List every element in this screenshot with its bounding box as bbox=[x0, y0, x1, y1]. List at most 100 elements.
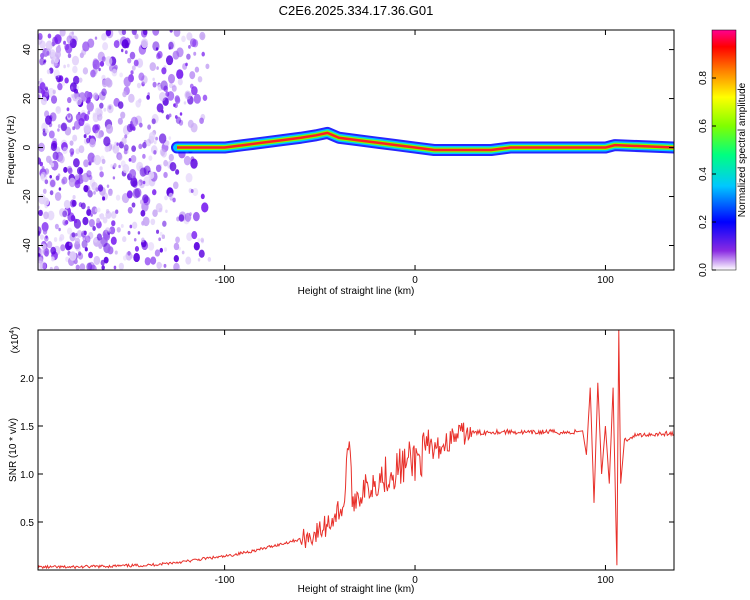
noise-blob bbox=[139, 199, 144, 205]
noise-blob bbox=[185, 172, 193, 183]
noise-blob bbox=[69, 148, 75, 155]
noise-blob bbox=[173, 181, 179, 190]
noise-blob bbox=[127, 57, 132, 64]
noise-blob bbox=[61, 176, 68, 185]
noise-blob bbox=[54, 34, 62, 45]
noise-blob bbox=[43, 247, 50, 257]
noise-blob bbox=[159, 92, 166, 102]
noise-blob bbox=[50, 59, 55, 65]
noise-blob bbox=[51, 256, 55, 262]
bottom-xtick-label: -100 bbox=[215, 575, 235, 586]
noise-blob bbox=[138, 143, 143, 150]
snr-line bbox=[38, 330, 674, 570]
noise-blob bbox=[50, 162, 55, 168]
noise-blob bbox=[67, 53, 72, 59]
noise-blob bbox=[160, 80, 168, 91]
noise-blob bbox=[183, 101, 187, 105]
noise-blob bbox=[82, 41, 90, 52]
noise-blob bbox=[141, 237, 145, 243]
noise-blob bbox=[71, 55, 80, 66]
noise-blob bbox=[83, 134, 87, 139]
noise-blob bbox=[105, 208, 110, 214]
noise-blob bbox=[92, 226, 96, 231]
noise-blob bbox=[67, 113, 71, 118]
noise-blob bbox=[83, 230, 87, 236]
noise-blob bbox=[163, 247, 168, 252]
noise-blob bbox=[114, 250, 118, 255]
noise-blob bbox=[134, 246, 140, 252]
noise-blob bbox=[88, 135, 92, 139]
noise-blob bbox=[155, 164, 162, 173]
top-ytick-label: -40 bbox=[22, 238, 33, 253]
noise-blob bbox=[150, 218, 156, 226]
noise-blob bbox=[82, 216, 89, 226]
noise-blob bbox=[191, 231, 198, 240]
noise-blob bbox=[131, 202, 136, 208]
noise-blob bbox=[189, 71, 196, 80]
noise-blob bbox=[67, 227, 73, 235]
noise-blob bbox=[74, 180, 81, 189]
snr-frame bbox=[37, 329, 675, 571]
noise-blob bbox=[136, 82, 142, 89]
noise-blob bbox=[52, 89, 56, 95]
noise-blob bbox=[108, 105, 112, 110]
noise-blob bbox=[47, 210, 55, 221]
noise-blob bbox=[121, 39, 129, 49]
noise-blob bbox=[118, 164, 121, 169]
noise-blob bbox=[39, 40, 46, 49]
noise-blob bbox=[86, 208, 92, 216]
noise-blob bbox=[88, 218, 95, 228]
noise-blob bbox=[155, 136, 158, 141]
noise-blob bbox=[105, 124, 114, 134]
noise-blob bbox=[138, 72, 145, 81]
noise-blob bbox=[157, 83, 163, 91]
noise-blob bbox=[186, 53, 191, 60]
noise-blob bbox=[148, 131, 156, 141]
noise-blob bbox=[55, 75, 59, 80]
noise-blob bbox=[58, 237, 63, 242]
noise-blob bbox=[102, 42, 109, 51]
noise-blob bbox=[172, 83, 176, 88]
noise-blob bbox=[131, 30, 137, 36]
noise-blob bbox=[142, 194, 149, 204]
noise-blob bbox=[38, 248, 43, 255]
noise-blob bbox=[42, 188, 47, 194]
noise-blob bbox=[113, 163, 117, 168]
noise-blob bbox=[98, 133, 102, 139]
colorbar: 0.0 0.2 0.4 0.6 0.8 Normalized spectral ampl… bbox=[698, 29, 748, 277]
noise-blob bbox=[185, 256, 192, 265]
noise-blob bbox=[168, 153, 174, 162]
noise-blob bbox=[190, 158, 198, 169]
noise-blob bbox=[46, 69, 51, 75]
noise-blob bbox=[129, 51, 136, 60]
noise-blob bbox=[74, 174, 80, 181]
noise-blob bbox=[49, 49, 56, 58]
noise-blob bbox=[72, 126, 76, 131]
noise-blob bbox=[73, 88, 79, 95]
frequency-axis-ticks: 40 20 0 -20 -40 bbox=[22, 44, 674, 253]
noise-blob bbox=[101, 56, 106, 62]
noise-blob bbox=[38, 260, 44, 270]
noise-blob bbox=[131, 221, 138, 229]
noise-blob bbox=[75, 264, 80, 270]
noise-blob bbox=[159, 263, 163, 268]
noise-blob bbox=[101, 88, 107, 97]
colorbar-ticks: 0.0 0.2 0.4 0.6 0.8 bbox=[698, 71, 716, 277]
noise-blob bbox=[113, 40, 120, 49]
noise-blob bbox=[38, 32, 43, 41]
noise-blob bbox=[169, 82, 174, 89]
noise-blob bbox=[44, 168, 50, 175]
noise-blob bbox=[54, 223, 59, 230]
noise-blob bbox=[102, 216, 108, 224]
noise-blob bbox=[39, 82, 46, 91]
noise-blob bbox=[135, 99, 141, 108]
noise-blob bbox=[104, 145, 110, 153]
noise-blob bbox=[42, 128, 46, 133]
noise-blob bbox=[93, 154, 102, 166]
noise-blob bbox=[161, 109, 164, 114]
noise-blob bbox=[122, 91, 127, 98]
noise-blob bbox=[189, 38, 197, 48]
noise-blob bbox=[174, 95, 180, 103]
noise-blob bbox=[129, 224, 133, 229]
noise-blob bbox=[73, 75, 80, 85]
